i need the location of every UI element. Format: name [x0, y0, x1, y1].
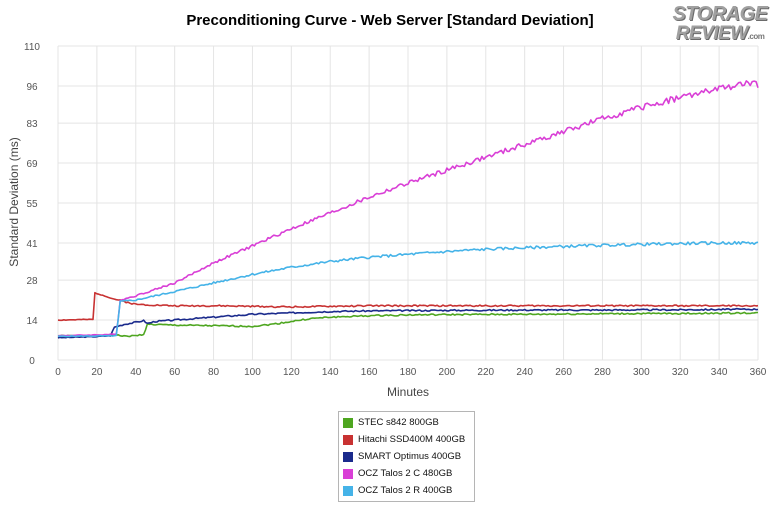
- x-tick-label: 60: [169, 367, 181, 378]
- grid-layer: [57, 45, 759, 361]
- legend: STEC s842 800GB Hitachi SSD400M 400GB SMAR…: [338, 411, 475, 502]
- legend-label: STEC s842 800GB: [358, 417, 439, 428]
- y-tick-label: 69: [26, 159, 38, 170]
- logo-line-1: STORAGE: [672, 3, 768, 25]
- x-tick-label: 220: [477, 367, 494, 378]
- x-tick-label: 120: [283, 367, 300, 378]
- logo-line-2-text: REVIEW: [675, 23, 748, 44]
- series-layer: [57, 80, 759, 339]
- y-tick-label: 110: [24, 42, 40, 53]
- legend-swatch: [343, 485, 353, 496]
- logo-line-2: REVIEW.com: [664, 24, 776, 47]
- legend-swatch: [343, 468, 353, 479]
- legend-item: SMART Optimus 400GB: [343, 448, 470, 465]
- x-tick-label: 200: [439, 367, 456, 378]
- y-tick-labels: 0 14 28 41 55 69 83 96 110: [24, 42, 40, 367]
- series-line-2: [57, 291, 759, 322]
- x-tick-label: 140: [322, 367, 339, 378]
- legend-item: OCZ Talos 2 C 480GB: [343, 465, 470, 482]
- x-axis-title: Minutes: [387, 385, 429, 399]
- legend-label: OCZ Talos 2 C 480GB: [358, 468, 453, 479]
- x-tick-labels: 0 20 40 60 80 100 120 140 160 180 200 220 240 260 280 3…: [55, 367, 767, 378]
- y-tick-label: 83: [26, 119, 38, 130]
- storagereview-logo: STORAGE REVIEW.com: [664, 4, 776, 46]
- x-tick-label: 180: [400, 367, 417, 378]
- y-axis-title: Standard Deviation (ms): [7, 137, 21, 266]
- x-tick-label: 320: [672, 367, 689, 378]
- y-tick-label: 41: [26, 239, 38, 250]
- line-chart: 0 20 40 60 80 100 120 140 160 180 200 220 240 260 280 3…: [7, 42, 767, 399]
- logo-suffix: .com: [747, 32, 765, 41]
- series-line-5: [57, 240, 759, 338]
- legend-label: Hitachi SSD400M 400GB: [358, 434, 466, 445]
- chart-title: Preconditioning Curve - Web Server [Stan…: [186, 12, 594, 29]
- x-tick-label: 20: [91, 367, 103, 378]
- legend-item: OCZ Talos 2 R 400GB: [343, 482, 470, 499]
- x-tick-label: 0: [55, 367, 61, 378]
- x-tick-label: 340: [711, 367, 728, 378]
- legend-label: OCZ Talos 2 R 400GB: [358, 485, 453, 496]
- x-tick-label: 280: [594, 367, 611, 378]
- x-tick-label: 160: [361, 367, 378, 378]
- legend-swatch: [343, 434, 353, 445]
- x-tick-label: 260: [555, 367, 572, 378]
- x-tick-label: 360: [750, 367, 767, 378]
- x-tick-label: 300: [633, 367, 650, 378]
- y-tick-label: 28: [26, 276, 38, 287]
- y-tick-label: 0: [29, 356, 35, 367]
- legend-item: STEC s842 800GB: [343, 414, 470, 431]
- y-tick-label: 96: [26, 82, 38, 93]
- series-line-1: [57, 311, 759, 338]
- series-line-3: [57, 307, 759, 339]
- x-tick-label: 80: [208, 367, 220, 378]
- legend-swatch: [343, 417, 353, 428]
- y-tick-label: 55: [26, 199, 38, 210]
- series-line-4: [57, 80, 759, 337]
- x-tick-label: 240: [516, 367, 533, 378]
- legend-swatch: [343, 451, 353, 462]
- y-tick-label: 14: [26, 316, 38, 327]
- x-tick-label: 40: [130, 367, 142, 378]
- legend-label: SMART Optimus 400GB: [358, 451, 462, 462]
- x-tick-label: 100: [244, 367, 261, 378]
- legend-item: Hitachi SSD400M 400GB: [343, 431, 470, 448]
